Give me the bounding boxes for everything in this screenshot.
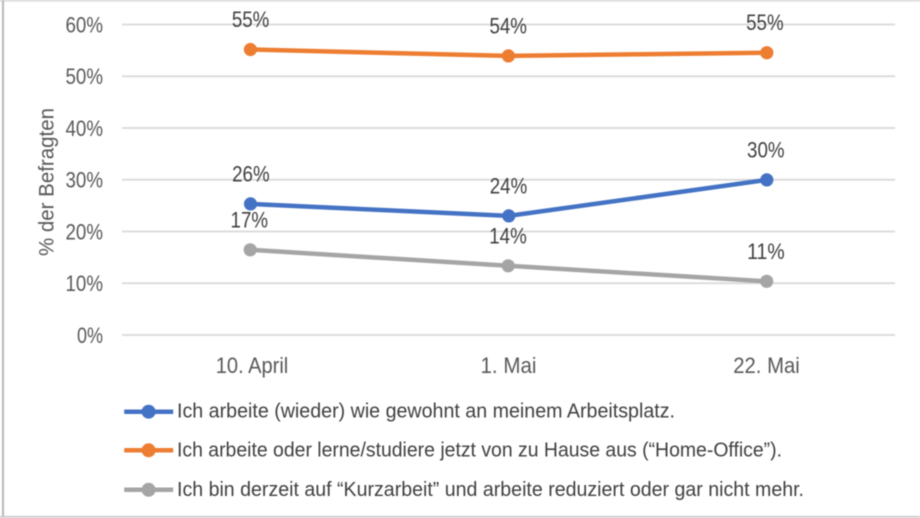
svg-text:Ich arbeite (wieder) wie gewoh: Ich arbeite (wieder) wie gewohnt an mein… <box>177 400 675 423</box>
svg-text:1. Mai: 1. Mai <box>481 353 537 378</box>
svg-text:11%: 11% <box>747 239 785 264</box>
svg-text:55%: 55% <box>232 7 270 32</box>
svg-text:10%: 10% <box>66 271 104 296</box>
svg-text:30%: 30% <box>66 168 104 193</box>
svg-text:26%: 26% <box>232 161 270 186</box>
svg-text:24%: 24% <box>490 173 528 198</box>
svg-text:17%: 17% <box>231 207 269 232</box>
svg-text:55%: 55% <box>746 10 784 35</box>
svg-text:40%: 40% <box>66 116 104 141</box>
svg-text:50%: 50% <box>66 64 104 89</box>
svg-text:54%: 54% <box>489 13 527 38</box>
svg-text:Ich bin derzeit auf “Kurzarbei: Ich bin derzeit auf “Kurzarbeit” und arb… <box>177 478 804 501</box>
svg-text:22. Mai: 22. Mai <box>733 353 800 378</box>
svg-text:0%: 0% <box>77 323 103 348</box>
svg-text:Ich arbeite oder lerne/studier: Ich arbeite oder lerne/studiere jetzt vo… <box>177 438 782 461</box>
svg-text:60%: 60% <box>66 12 104 37</box>
svg-text:% der Befragten: % der Befragten <box>36 108 59 256</box>
svg-text:30%: 30% <box>747 137 785 162</box>
svg-text:10. April: 10. April <box>216 353 289 378</box>
svg-text:20%: 20% <box>66 219 104 244</box>
svg-text:14%: 14% <box>489 223 527 248</box>
